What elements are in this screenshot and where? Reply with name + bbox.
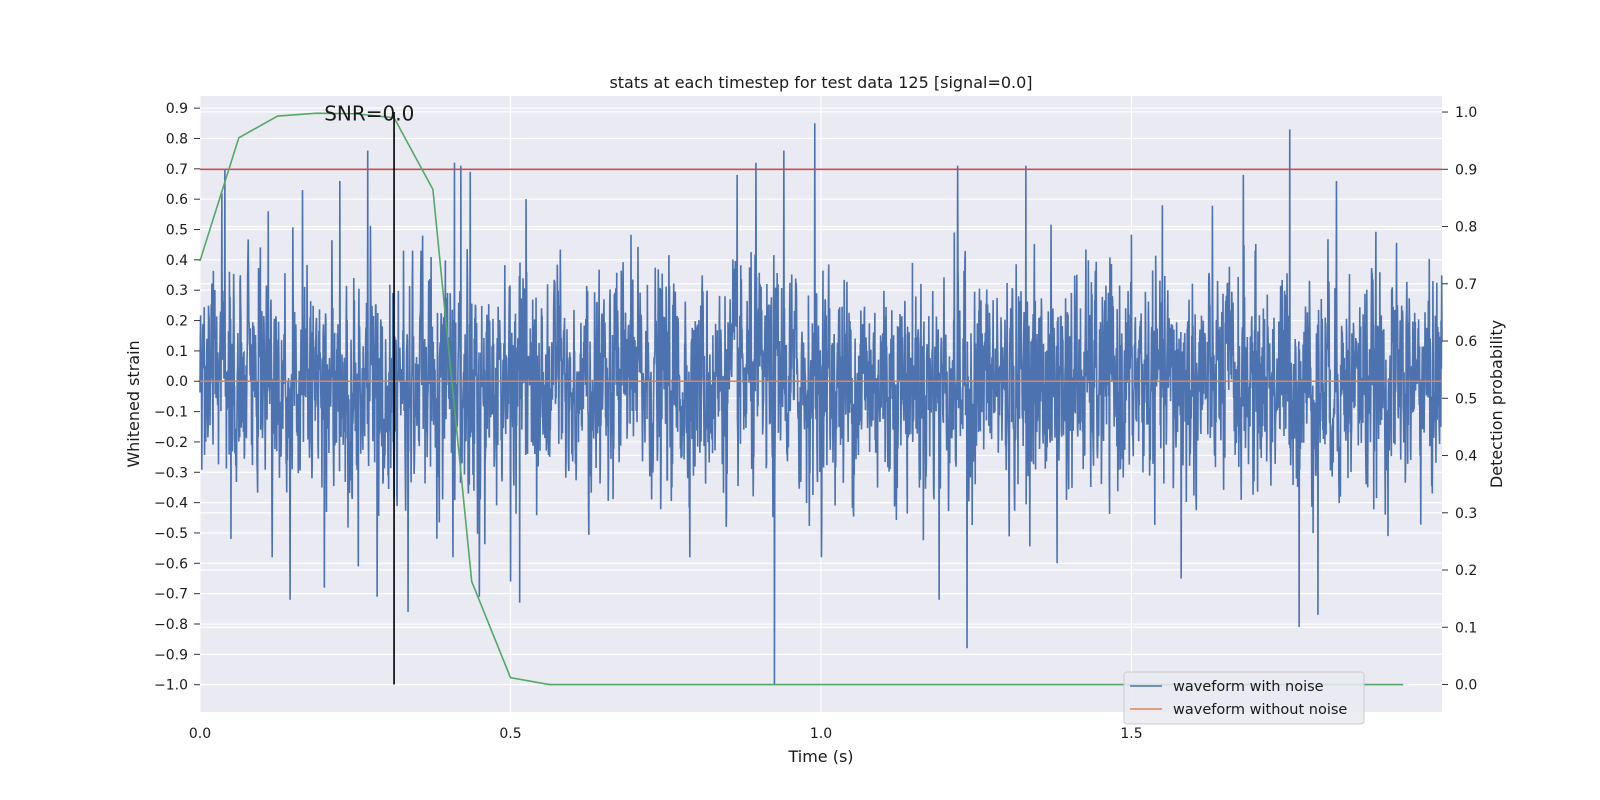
- y-left-tick-label: −0.9: [154, 647, 188, 663]
- legend-label-noise: waveform with noise: [1173, 679, 1324, 695]
- y-left-tick-label: 0.6: [166, 192, 188, 208]
- chart-title: stats at each timestep for test data 125…: [609, 73, 1032, 92]
- y-left-tick-label: −0.5: [154, 526, 188, 542]
- y-left-tick-label: 0.4: [166, 253, 188, 269]
- x-tick-label: 1.0: [810, 726, 832, 742]
- snr-annotation: SNR=0.0: [324, 101, 414, 125]
- y-left-tick-label: 0.3: [166, 283, 188, 299]
- y-left-tick-label: −0.2: [154, 435, 188, 451]
- y-left-tick-label: −0.3: [154, 465, 188, 481]
- x-axis-label: Time (s): [787, 747, 853, 766]
- series-waveform-with-noise: [199, 123, 1443, 685]
- y-left-tick-label: −0.6: [154, 556, 188, 572]
- y-left-tick-label: 0.2: [166, 314, 188, 330]
- legend: waveform with noise waveform without noi…: [1123, 671, 1365, 725]
- y-right-tick-label: 0.2: [1455, 563, 1477, 579]
- y-right-tick-label: 0.1: [1455, 620, 1477, 636]
- legend-box: [1123, 671, 1365, 725]
- x-tick-label: 0.5: [499, 726, 521, 742]
- y-left-tick-label: 0.0: [166, 374, 188, 390]
- y-left-tick-label: 0.9: [166, 101, 188, 117]
- legend-label-clean: waveform without noise: [1173, 702, 1347, 718]
- y-right-tick-label: 1.0: [1455, 105, 1477, 121]
- y-left-tick-label: −1.0: [154, 678, 188, 694]
- y-right-tick-label: 0.5: [1455, 391, 1477, 407]
- y-axis-label-left: Whitened strain: [124, 340, 143, 467]
- y-axis-label-right: Detection probability: [1487, 320, 1506, 488]
- x-tick-label: 1.5: [1120, 726, 1142, 742]
- y-left-tick-label: 0.7: [166, 162, 188, 178]
- y-left-tick-label: 0.8: [166, 131, 188, 147]
- y-left-tick-label: −0.8: [154, 617, 188, 633]
- y-left-tick-label: 0.5: [166, 223, 188, 239]
- x-tick-label: 0.0: [189, 726, 211, 742]
- y-right-tick-label: 0.8: [1455, 220, 1477, 236]
- y-right-tick-label: 0.9: [1455, 162, 1477, 178]
- tick-labels: 0.0 0.5 1.0 1.5 0.9 0.8 0.7 0.6 0.5 0.4 0.3 0.2 0.1 0…: [154, 101, 1477, 742]
- series-layer: [199, 112, 1443, 686]
- y-right-tick-label: 0.4: [1455, 449, 1477, 465]
- y-left-tick-label: −0.4: [154, 496, 188, 512]
- y-right-tick-label: 0.7: [1455, 277, 1477, 293]
- y-left-tick-label: −0.1: [154, 405, 188, 421]
- y-right-tick-label: 0.3: [1455, 506, 1477, 522]
- y-right-tick-label: 0.0: [1455, 678, 1477, 694]
- y-left-tick-label: −0.7: [154, 587, 188, 603]
- y-right-tick-label: 0.6: [1455, 334, 1477, 350]
- y-left-tick-label: 0.1: [166, 344, 188, 360]
